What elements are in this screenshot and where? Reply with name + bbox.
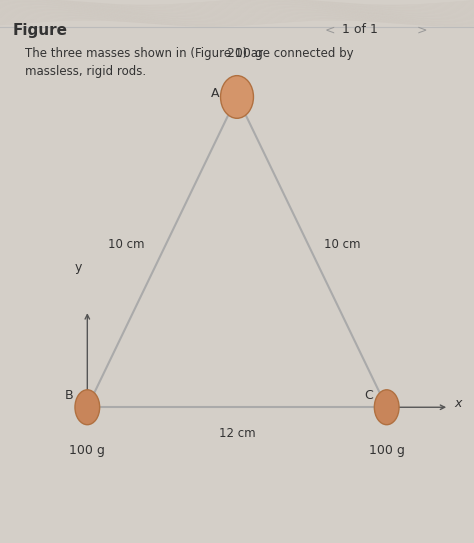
Text: 10 cm: 10 cm — [108, 238, 145, 251]
Text: 100 g: 100 g — [369, 444, 405, 457]
Text: B: B — [65, 389, 74, 402]
Text: 100 g: 100 g — [69, 444, 105, 457]
Text: C: C — [365, 389, 373, 402]
Ellipse shape — [220, 75, 254, 118]
Text: <: < — [324, 23, 335, 36]
Text: The three masses shown in (Figure 1) are connected by
massless, rigid rods.: The three masses shown in (Figure 1) are… — [25, 47, 354, 78]
Bar — [0, 0, 474, 27]
Text: Figure: Figure — [12, 23, 67, 38]
Text: y: y — [75, 261, 82, 274]
Text: 1 of 1: 1 of 1 — [342, 23, 378, 36]
Ellipse shape — [374, 390, 399, 425]
Ellipse shape — [75, 390, 100, 425]
Text: 10 cm: 10 cm — [324, 238, 361, 251]
Text: A: A — [210, 86, 219, 99]
Text: >: > — [417, 23, 427, 36]
Text: 12 cm: 12 cm — [219, 427, 255, 440]
Text: 200 g: 200 g — [227, 47, 263, 60]
Text: x: x — [454, 397, 461, 410]
